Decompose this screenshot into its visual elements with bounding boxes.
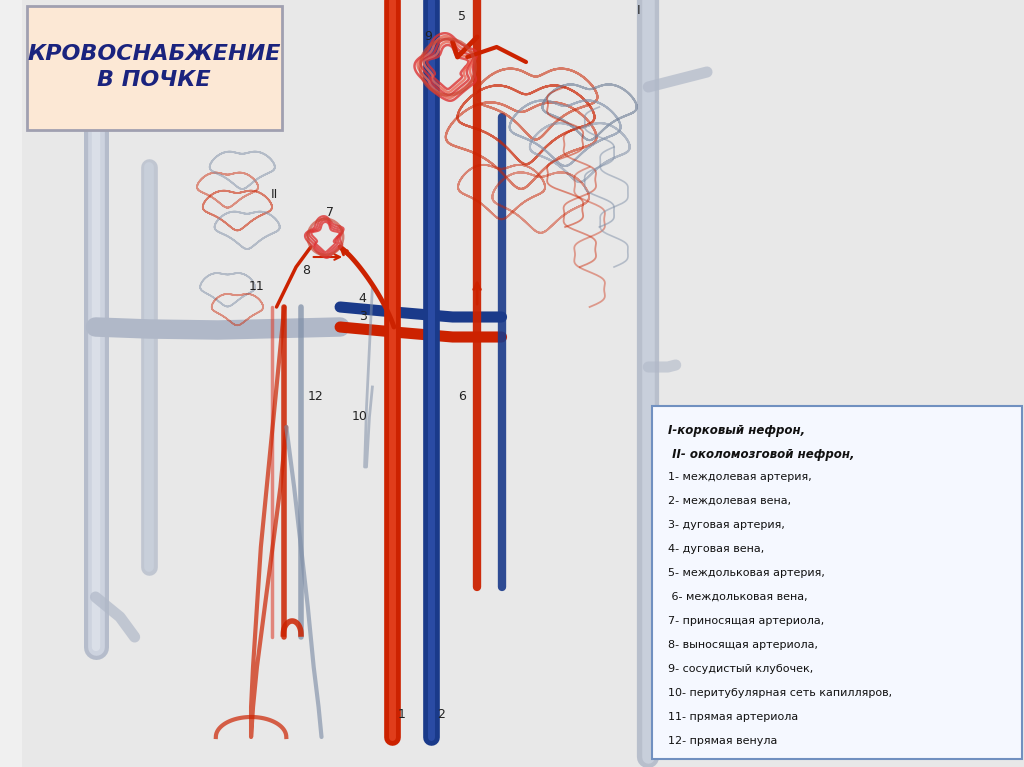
Text: 2- междолевая вена,: 2- междолевая вена, bbox=[668, 496, 791, 506]
Text: 7- приносящая артериола,: 7- приносящая артериола, bbox=[668, 616, 824, 626]
Text: 3: 3 bbox=[358, 311, 367, 324]
Text: 1- междолевая артерия,: 1- междолевая артерия, bbox=[668, 472, 812, 482]
Text: I: I bbox=[637, 5, 640, 18]
Text: 10: 10 bbox=[351, 410, 368, 423]
Text: I-корковый нефрон,: I-корковый нефрон, bbox=[668, 424, 805, 437]
Text: 4- дуговая вена,: 4- дуговая вена, bbox=[668, 544, 764, 554]
Text: 8: 8 bbox=[302, 264, 310, 276]
Text: 9: 9 bbox=[424, 31, 432, 44]
Text: 12: 12 bbox=[308, 390, 324, 403]
Text: 11: 11 bbox=[249, 281, 265, 294]
Text: 11- прямая артериола: 11- прямая артериола bbox=[668, 712, 798, 722]
Text: 8- выносящая артериола,: 8- выносящая артериола, bbox=[668, 640, 818, 650]
Text: 7: 7 bbox=[327, 206, 334, 219]
Text: II: II bbox=[271, 189, 279, 202]
Text: 6- междольковая вена,: 6- междольковая вена, bbox=[668, 592, 808, 602]
Text: II- околомозговой нефрон,: II- околомозговой нефрон, bbox=[668, 448, 854, 461]
Text: 5: 5 bbox=[459, 11, 466, 24]
Text: 12- прямая венула: 12- прямая венула bbox=[668, 736, 777, 746]
Text: КРОВОСНАБЖЕНИЕ
В ПОЧКЕ: КРОВОСНАБЖЕНИЕ В ПОЧКЕ bbox=[28, 44, 281, 91]
Text: 9- сосудистый клубочек,: 9- сосудистый клубочек, bbox=[668, 664, 813, 674]
Text: 6: 6 bbox=[459, 390, 466, 403]
Text: 1: 1 bbox=[397, 709, 406, 722]
FancyBboxPatch shape bbox=[27, 6, 283, 130]
FancyBboxPatch shape bbox=[652, 406, 1022, 759]
Text: 2: 2 bbox=[437, 709, 444, 722]
Text: 10- перитубулярная сеть капилляров,: 10- перитубулярная сеть капилляров, bbox=[668, 688, 892, 698]
Text: 3- дуговая артерия,: 3- дуговая артерия, bbox=[668, 520, 784, 530]
Text: 4: 4 bbox=[358, 292, 367, 305]
Text: 5- междольковая артерия,: 5- междольковая артерия, bbox=[668, 568, 824, 578]
